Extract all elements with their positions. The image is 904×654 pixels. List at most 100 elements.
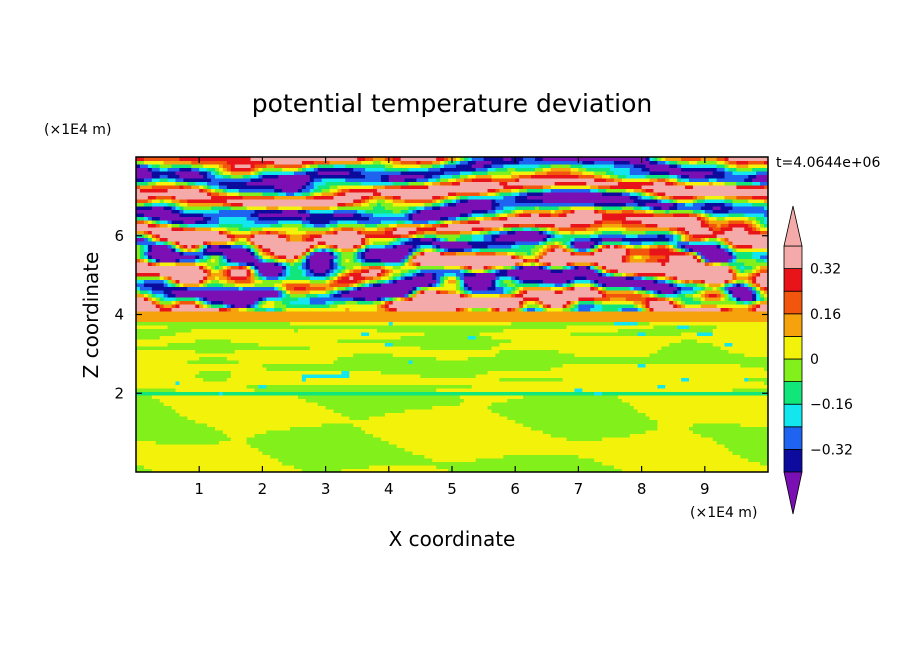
contour-cell [396, 388, 402, 392]
contour-cell [286, 395, 291, 399]
contour-cell [617, 377, 623, 382]
contour-cell [234, 374, 240, 378]
contour-cell [151, 363, 157, 368]
contour-cell [519, 458, 524, 462]
contour-cell [349, 395, 354, 399]
contour-cell [349, 416, 354, 420]
contour-cell [570, 374, 575, 378]
contour-cell [416, 395, 421, 399]
contour-cell [373, 423, 378, 427]
contour-cell [199, 374, 204, 378]
contour-cell [566, 398, 571, 403]
contour-cell [700, 367, 706, 371]
contour-cell [641, 423, 647, 427]
contour-cell [562, 437, 568, 441]
contour-cell [700, 402, 706, 406]
contour-cell [444, 468, 449, 473]
contour-cell [538, 370, 544, 375]
contour-cell [404, 405, 410, 410]
contour-cell [574, 388, 579, 392]
contour-cell [195, 405, 200, 410]
contour-cell [432, 374, 437, 378]
contour-cell [242, 360, 248, 364]
contour-cell [333, 391, 338, 396]
contour-cell [594, 426, 599, 431]
contour-cell [242, 461, 248, 466]
contour-cell [621, 405, 627, 410]
contour-cell [459, 416, 465, 420]
contour-cell [574, 433, 579, 438]
contour-cell [641, 384, 647, 389]
contour-cell [708, 412, 714, 417]
contour-cell [143, 444, 149, 448]
contour-cell [203, 423, 208, 427]
contour-cell [230, 454, 236, 459]
contour-cell [700, 423, 706, 427]
contour-cell [400, 370, 406, 375]
contour-cell [696, 388, 702, 392]
contour-cell [519, 451, 524, 455]
contour-cell [574, 419, 579, 424]
contour-cell [700, 451, 706, 455]
contour-cell [598, 444, 603, 448]
contour-cell [732, 374, 737, 378]
contour-cell [357, 468, 362, 473]
contour-cell [471, 423, 477, 427]
contour-cell [653, 374, 658, 378]
contour-cell [151, 360, 157, 364]
contour-cell [515, 444, 520, 448]
contour-cell [357, 409, 362, 413]
contour-cell [258, 370, 263, 375]
contour-cell [712, 377, 718, 382]
contour-cell [143, 388, 149, 392]
contour-cell [740, 395, 745, 399]
contour-cell [748, 381, 753, 385]
contour-cell [696, 465, 702, 469]
contour-cell [617, 416, 623, 420]
contour-cell [542, 465, 548, 469]
contour-cell [748, 409, 753, 413]
contour-cell [250, 381, 255, 385]
contour-cell [712, 381, 718, 385]
contour-cell [250, 402, 255, 406]
contour-cell [724, 426, 729, 431]
contour-cell [665, 440, 670, 445]
contour-cell [448, 391, 453, 396]
contour-cell [179, 409, 184, 413]
contour-cell [361, 377, 366, 382]
contour-cell [412, 367, 417, 371]
contour-cell [463, 433, 469, 438]
contour-cell [270, 402, 275, 406]
contour-cell [661, 426, 666, 431]
contour-cell [720, 388, 726, 392]
contour-cell [242, 423, 248, 427]
contour-cell [570, 370, 575, 375]
contour-cell [270, 447, 275, 452]
contour-cell [531, 377, 536, 382]
contour-cell [475, 451, 481, 455]
contour-cell [736, 402, 741, 406]
contour-cell [388, 363, 394, 368]
contour-cell [444, 388, 449, 392]
contour-cell [452, 430, 457, 434]
contour-cell [459, 458, 465, 462]
contour-cell [558, 458, 564, 462]
contour-cell [598, 416, 603, 420]
contour-cell [692, 433, 698, 438]
contour-cell [566, 419, 571, 424]
contour-cell [700, 458, 706, 462]
contour-cell [254, 451, 259, 455]
contour-cell [669, 444, 674, 448]
contour-cell [365, 451, 370, 455]
contour-cell [696, 384, 702, 389]
contour-cell [689, 454, 694, 459]
contour-cell [254, 430, 259, 434]
contour-cell [428, 433, 433, 438]
contour-cell [677, 374, 682, 378]
contour-cell [345, 465, 350, 469]
contour-cell [290, 468, 295, 473]
contour-cell [558, 395, 564, 399]
contour-cell [420, 381, 425, 385]
contour-cell [136, 426, 141, 431]
contour-cell [519, 398, 524, 403]
